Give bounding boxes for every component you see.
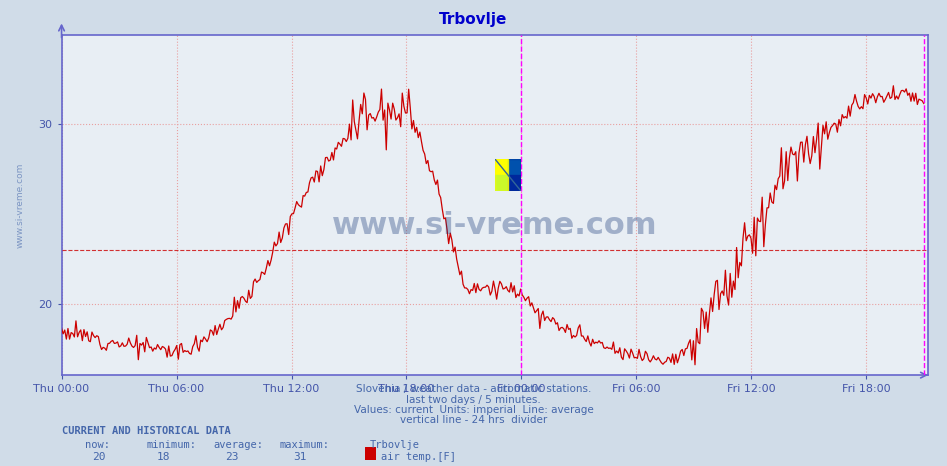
Text: air temp.[F]: air temp.[F]: [381, 452, 456, 462]
Text: now:: now:: [85, 440, 110, 450]
Bar: [508, 175, 521, 192]
Text: last two days / 5 minutes.: last two days / 5 minutes.: [406, 395, 541, 404]
Text: www.si-vreme.com: www.si-vreme.com: [332, 211, 657, 240]
Text: CURRENT AND HISTORICAL DATA: CURRENT AND HISTORICAL DATA: [62, 426, 230, 436]
Text: vertical line - 24 hrs  divider: vertical line - 24 hrs divider: [400, 415, 547, 425]
Text: 18: 18: [156, 452, 170, 462]
Polygon shape: [508, 159, 521, 192]
Text: Trbovlje: Trbovlje: [439, 12, 508, 27]
Text: www.si-vreme.com: www.si-vreme.com: [15, 162, 25, 248]
Text: maximum:: maximum:: [279, 440, 330, 450]
Text: 20: 20: [92, 452, 105, 462]
Text: average:: average:: [213, 440, 263, 450]
Bar: [494, 175, 508, 192]
Polygon shape: [494, 159, 508, 192]
Text: Values: current  Units: imperial  Line: average: Values: current Units: imperial Line: av…: [353, 405, 594, 415]
Bar: [494, 159, 508, 175]
Text: Trbovlje: Trbovlje: [369, 440, 420, 450]
Text: Slovenia / weather data - automatic stations.: Slovenia / weather data - automatic stat…: [356, 384, 591, 394]
Text: minimum:: minimum:: [147, 440, 197, 450]
Bar: [508, 159, 521, 175]
Text: 31: 31: [294, 452, 307, 462]
Text: 23: 23: [225, 452, 239, 462]
